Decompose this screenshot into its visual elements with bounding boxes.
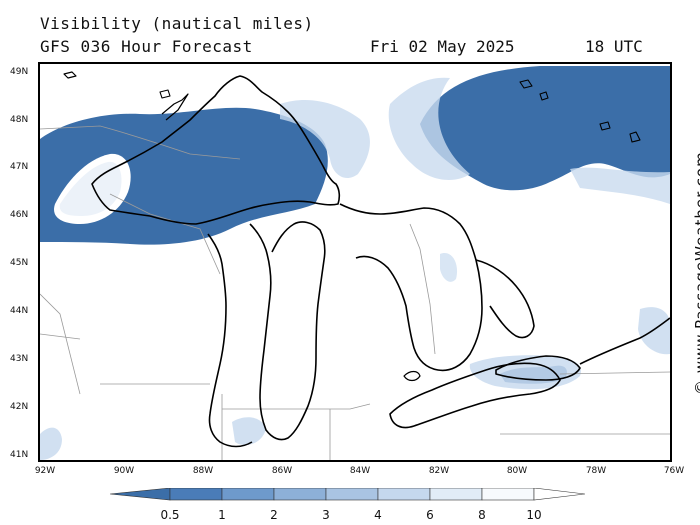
border-ontario-quebec [409, 223, 436, 355]
colorbar-segment-7 [481, 488, 535, 501]
fog-halo-lake-michigan-south [232, 417, 266, 446]
forecast-time: 18 UTC [585, 37, 643, 56]
colorbar-segment-1 [169, 488, 223, 501]
fog-halo-lake-ontario [469, 355, 581, 390]
coast-lake-ontario [495, 355, 581, 381]
colorbar-label-10: 10 [526, 508, 542, 522]
lat-label-46n: 46N [10, 210, 29, 220]
colorbar-segment-6 [429, 488, 483, 501]
visibility-fields [40, 66, 670, 460]
lon-label-84w: 84W [349, 466, 371, 476]
lat-label-49n: 49N [10, 67, 29, 77]
fog-halo-southwest [40, 427, 62, 460]
coast-lake-st-clair [403, 370, 421, 382]
lon-label-92w: 92W [34, 466, 56, 476]
fog-halo-east-edge [570, 167, 670, 204]
lat-label-48n: 48N [10, 115, 29, 125]
lon-label-80w: 80W [506, 466, 528, 476]
forecast-subtitle: GFS 036 Hour Forecast [40, 37, 253, 56]
coast-small-lakes-ne [519, 79, 641, 143]
coast-lake-huron [339, 203, 483, 372]
lon-label-78w: 78W [585, 466, 607, 476]
colorbar-segment-4 [325, 488, 379, 501]
lat-label-41n: 41N [10, 450, 29, 460]
map-title: Visibility (nautical miles) [40, 14, 314, 33]
visibility-colorbar [110, 488, 585, 501]
coast-st-lawrence [579, 317, 670, 365]
colorbar-segment-2 [221, 488, 275, 501]
fog-halo-west [59, 161, 122, 216]
coast-lake-erie [389, 362, 561, 429]
colorbar-label-0-5: 0.5 [160, 508, 180, 522]
political-borders [40, 125, 670, 460]
colorbar-arrow-right [533, 488, 585, 501]
border-ny-vt [559, 371, 670, 375]
colorbar-segment-5 [377, 488, 431, 501]
forecast-date: Fri 02 May 2025 [370, 37, 515, 56]
fog-halo-lake-erie-east [638, 307, 670, 355]
fog-halo-northeast [388, 77, 470, 180]
coast-lake-michigan [249, 221, 326, 441]
colorbar-label-6: 6 [426, 508, 434, 522]
fog-clear-west [54, 153, 131, 224]
coastlines [63, 71, 670, 448]
map-canvas [40, 66, 670, 460]
lon-label-82w: 82W [428, 466, 450, 476]
coast-isle-royale [63, 71, 77, 79]
colorbar-label-3: 3 [322, 508, 330, 522]
lon-label-90w: 90W [113, 466, 135, 476]
lon-label-88w: 88W [192, 466, 214, 476]
coast-lake-superior [91, 75, 341, 225]
lon-label-76w: 76W [663, 466, 685, 476]
lon-label-86w: 86W [271, 466, 293, 476]
fog-halo-lake-huron [440, 253, 458, 282]
colorbar-label-2: 2 [270, 508, 278, 522]
coast-lake-michigan-west [207, 233, 253, 448]
coast-keweenaw [161, 93, 189, 121]
coast-georgian-bay [475, 259, 535, 339]
border-michigan-ohio [222, 403, 371, 410]
border-iowa-missouri [40, 333, 81, 340]
lat-label-47n: 47N [10, 162, 29, 172]
coast-lake-nipigon [159, 89, 171, 99]
border-minnesota-wisconsin [40, 293, 81, 395]
fog-area-northeast [420, 66, 670, 191]
fog-halo-superior [280, 99, 370, 179]
passageweather-watermark: © www.PassageWeather.com [692, 151, 700, 395]
colorbar-label-4: 4 [374, 508, 382, 522]
colorbar-label-8: 8 [478, 508, 486, 522]
lat-label-42n: 42N [10, 402, 29, 412]
colorbar-arrow-left [110, 488, 171, 501]
visibility-map[interactable] [38, 62, 672, 462]
colorbar-segment-3 [273, 488, 327, 501]
lat-label-45n: 45N [10, 258, 29, 268]
colorbar-label-1: 1 [218, 508, 226, 522]
lat-label-44n: 44N [10, 306, 29, 316]
border-us-canada-west [40, 125, 241, 160]
lat-label-43n: 43N [10, 354, 29, 364]
